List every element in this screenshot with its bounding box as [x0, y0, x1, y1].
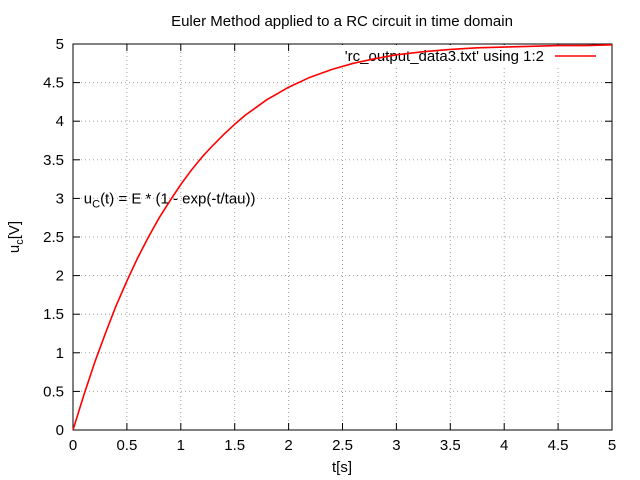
y-tick-labels: 0 0.5 1 1.5 2 2.5 3 3.5 4 4.5 5 — [43, 36, 64, 439]
y-axis-label-suffix: [V] — [6, 221, 23, 239]
formula-prefix: u — [84, 190, 92, 207]
x-tick-label: 0.5 — [116, 437, 137, 454]
x-tick-label: 1.5 — [224, 437, 245, 454]
legend: 'rc_output_data3.txt' using 1:2 — [322, 45, 610, 67]
x-tick-label: 0 — [69, 437, 77, 454]
legend-mask — [322, 45, 610, 67]
chart-title: Euler Method applied to a RC circuit in … — [171, 13, 513, 30]
x-tick-label: 1 — [177, 437, 185, 454]
y-tick-label: 1 — [56, 345, 64, 362]
x-tick-label: 3.5 — [440, 437, 461, 454]
formula-sub: C — [92, 198, 100, 210]
y-tick-label: 3 — [56, 190, 64, 207]
x-tick-labels: 0 0.5 1 1.5 2 2.5 3 3.5 4 4.5 5 — [69, 437, 616, 454]
series-line — [72, 43, 613, 431]
x-tick-label: 5 — [608, 437, 616, 454]
x-tick-label: 2 — [284, 437, 292, 454]
y-tick-label: 4 — [56, 113, 64, 130]
formula-annotation: uC(t) = E * (1 - exp(-t/tau)) — [84, 190, 256, 210]
y-axis-label-main: u — [6, 245, 23, 253]
y-tick-label: 3.5 — [43, 152, 64, 169]
y-tick-label: 5 — [56, 36, 64, 53]
y-tick-label: 2 — [56, 268, 64, 285]
y-tick-label: 4.5 — [43, 75, 64, 92]
x-tick-label: 4 — [500, 437, 508, 454]
y-tick-label: 1.5 — [43, 306, 64, 323]
y-axis-label: uc[V] — [6, 221, 26, 253]
legend-label: 'rc_output_data3.txt' using 1:2 — [345, 48, 544, 65]
x-tick-label: 3 — [392, 437, 400, 454]
formula-suffix: (t) = E * (1 - exp(-t/tau)) — [100, 190, 255, 207]
y-tick-label: 0 — [56, 422, 64, 439]
y-tick-label: 0.5 — [43, 383, 64, 400]
x-axis-label: t[s] — [332, 459, 352, 476]
y-tick-label: 2.5 — [43, 229, 64, 246]
grid — [73, 44, 612, 430]
x-tick-label: 2.5 — [332, 437, 353, 454]
y-axis-label-sub: c — [14, 239, 26, 245]
x-tick-label: 4.5 — [548, 437, 569, 454]
